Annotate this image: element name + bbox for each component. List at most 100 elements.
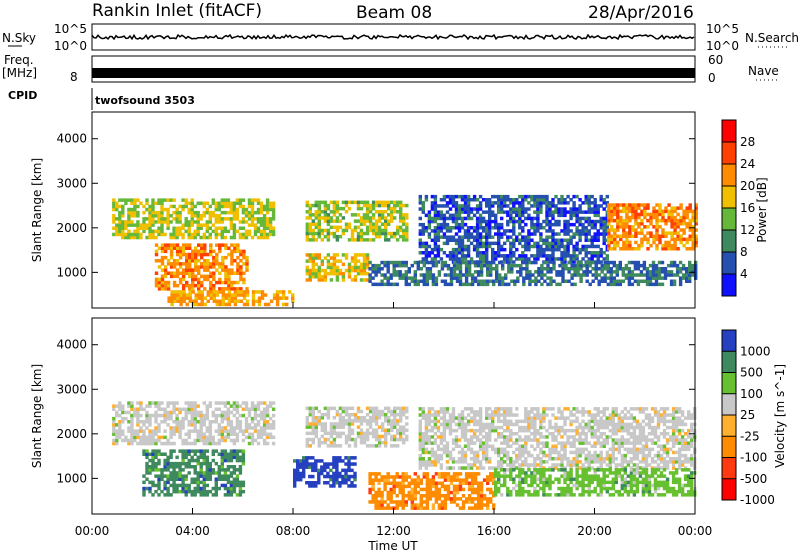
heatmap-cell — [256, 210, 261, 215]
heatmap-cell — [481, 425, 486, 430]
heatmap-cell — [359, 437, 364, 442]
heatmap-cell — [607, 203, 611, 207]
heatmap-cell — [359, 422, 364, 426]
heatmap-cell — [338, 444, 343, 448]
heatmap-cell — [485, 425, 489, 430]
heatmap-cell — [190, 220, 194, 224]
heatmap-cell — [311, 238, 315, 242]
heatmap-cell — [178, 249, 183, 254]
heatmap-cell — [658, 218, 662, 223]
heatmap-cell — [602, 198, 606, 202]
heatmap-cell — [510, 279, 514, 283]
heatmap-cell — [515, 413, 519, 417]
heatmap-cell — [121, 210, 125, 215]
heatmap-cell — [154, 429, 158, 433]
heatmap-cell — [390, 210, 394, 214]
heatmap-cell — [436, 410, 441, 414]
y-tick-label: 3000 — [56, 176, 87, 190]
heatmap-cell — [430, 251, 435, 255]
heatmap-cell — [634, 231, 638, 235]
heatmap-cell — [445, 254, 450, 258]
heatmap-cell — [390, 213, 394, 217]
heatmap-cell — [181, 420, 185, 424]
heatmap-cell — [436, 444, 441, 448]
heatmap-cell — [656, 438, 661, 442]
heatmap-cell — [166, 259, 171, 263]
heatmap-cell — [229, 420, 234, 424]
heatmap-cell — [557, 463, 561, 467]
heatmap-cell — [551, 407, 555, 411]
heatmap-cell — [442, 422, 447, 427]
heatmap-cell — [457, 444, 462, 448]
heatmap-cell — [130, 426, 134, 430]
heatmap-cell — [584, 447, 588, 452]
heatmap-cell — [587, 419, 591, 424]
heatmap-cell — [530, 410, 534, 414]
heatmap-cell — [569, 238, 573, 242]
heatmap-cell — [578, 210, 582, 214]
heatmap-cell — [522, 260, 526, 265]
heatmap-cell — [512, 450, 516, 455]
heatmap-cell — [515, 201, 519, 205]
heatmap-cell — [489, 270, 493, 274]
heatmap-cell — [665, 432, 670, 436]
heatmap-cell — [371, 213, 376, 217]
heatmap-cell — [392, 267, 396, 271]
heatmap-cell — [190, 404, 194, 408]
heatmap-cell — [341, 231, 346, 236]
heatmap-cell — [506, 450, 510, 455]
heatmap-cell — [260, 296, 265, 300]
heatmap-cell — [560, 207, 564, 211]
heatmap-cell — [495, 263, 499, 268]
heatmap-cell — [314, 434, 318, 439]
heatmap-cell — [175, 249, 180, 254]
heatmap-cell — [250, 441, 255, 446]
heatmap-cell — [545, 428, 549, 433]
heatmap-cell — [451, 213, 456, 218]
heatmap-cell — [469, 441, 474, 445]
heatmap-cell — [642, 260, 647, 265]
heatmap-cell — [347, 406, 352, 411]
heatmap-cell — [214, 217, 218, 221]
heatmap-cell — [491, 194, 495, 199]
heatmap-cell — [446, 263, 451, 268]
heatmap-cell — [221, 243, 225, 247]
heatmap-cell — [491, 201, 495, 205]
heatmap-cell — [506, 435, 510, 439]
heatmap-cell — [416, 263, 420, 268]
heatmap-cell — [451, 226, 456, 230]
heatmap-cell — [530, 198, 534, 202]
heatmap-cell — [667, 203, 671, 207]
heatmap-cell — [209, 265, 213, 269]
heatmap-cell — [173, 290, 177, 294]
heatmap-cell — [172, 441, 176, 446]
heatmap-cell — [491, 466, 495, 470]
heatmap-cell — [519, 270, 523, 274]
heatmap-cell — [656, 463, 661, 467]
heatmap-cell — [572, 460, 576, 464]
heatmap-cell — [572, 222, 576, 227]
heatmap-cell — [232, 407, 237, 411]
heatmap-cell — [599, 435, 603, 439]
heatmap-cell — [599, 453, 603, 458]
heatmap-cell — [485, 438, 489, 442]
heatmap-cell — [424, 450, 429, 455]
heatmap-cell — [436, 216, 441, 221]
heatmap-cell — [194, 274, 198, 279]
heatmap-cell — [311, 228, 315, 233]
heatmap-cell — [578, 207, 582, 211]
heatmap-cell — [530, 432, 534, 436]
heatmap-cell — [262, 416, 267, 421]
heatmap-cell — [602, 432, 606, 436]
heatmap-cell — [151, 438, 155, 443]
heatmap-cell — [439, 222, 444, 227]
heatmap-cell — [602, 419, 606, 424]
heatmap-cell — [166, 410, 170, 415]
heatmap-cell — [619, 209, 623, 214]
heatmap-cell — [578, 441, 582, 445]
heatmap-cell — [265, 232, 270, 237]
heatmap-cell — [548, 222, 552, 227]
heatmap-cell — [451, 216, 456, 221]
heatmap-cell — [229, 223, 234, 227]
heatmap-cell — [630, 282, 635, 287]
